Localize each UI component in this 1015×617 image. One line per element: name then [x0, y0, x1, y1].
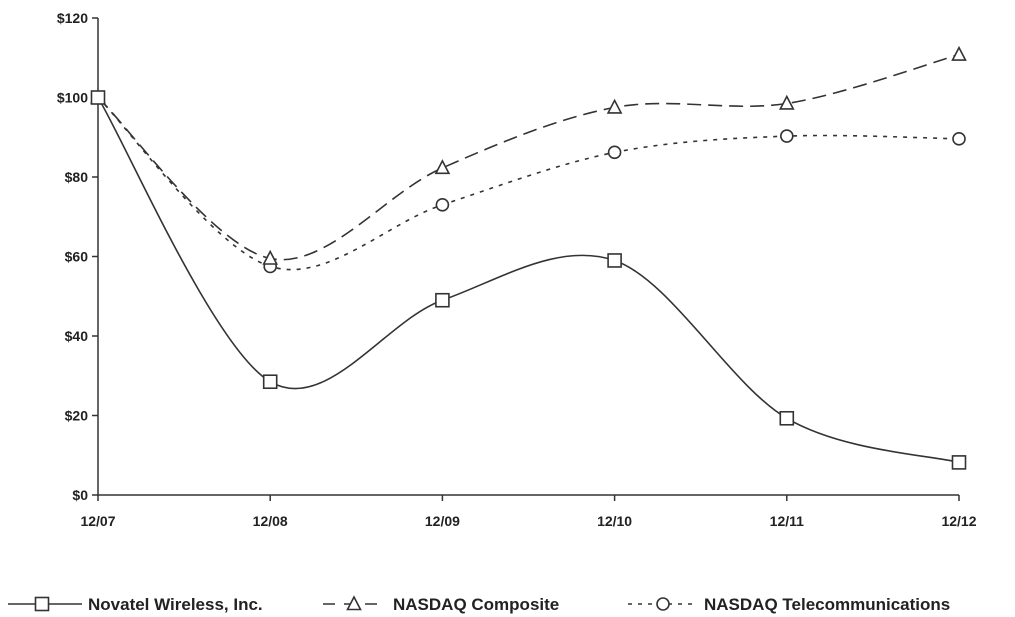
x-tick-label: 12/10	[597, 513, 632, 529]
data-point-square	[262, 374, 278, 390]
legend-marker-square	[34, 596, 50, 612]
y-tick-label: $20	[65, 408, 89, 424]
legend-marker-circle	[656, 597, 670, 611]
data-point-square	[435, 292, 450, 308]
data-point-triangle	[606, 98, 623, 114]
legend-label: Novatel Wireless, Inc.	[88, 595, 263, 614]
data-point-square	[951, 455, 967, 470]
series-line-square	[97, 97, 960, 464]
y-axis-ticks: $0 $20 $40 $60 $80 $100 $120	[57, 10, 98, 503]
x-tick-label: 12/12	[941, 513, 976, 529]
y-tick-label: $60	[65, 249, 89, 265]
x-tick-label: 12/09	[425, 513, 460, 529]
data-point-square	[607, 253, 622, 268]
y-tick-label: $0	[72, 487, 88, 503]
data-point-triangle	[434, 159, 451, 175]
y-tick-label: $80	[65, 169, 89, 185]
legend-label: NASDAQ Composite	[393, 595, 559, 614]
y-tick-label: $100	[57, 90, 88, 106]
legend-label: NASDAQ Telecommunications	[704, 595, 950, 614]
x-tick-label: 12/07	[80, 513, 115, 529]
legend: Novatel Wireless, Inc. NASDAQ Composite NA…	[8, 595, 950, 614]
legend-item: Novatel Wireless, Inc.	[8, 595, 263, 614]
data-point-square	[779, 410, 795, 426]
series-lines	[97, 53, 960, 464]
y-tick-label: $40	[65, 328, 89, 344]
series-line-circle	[97, 96, 960, 271]
legend-item: NASDAQ Telecommunications	[628, 595, 950, 614]
data-point-circle	[779, 129, 794, 143]
y-tick-label: $120	[57, 10, 88, 26]
data-point-triangle	[951, 45, 967, 61]
series-line-triangle	[97, 53, 960, 261]
x-tick-label: 12/08	[253, 513, 288, 529]
data-point-circle	[607, 145, 622, 160]
legend-item: NASDAQ Composite	[323, 595, 559, 614]
series-markers	[90, 45, 967, 470]
data-point-triangle	[778, 94, 795, 110]
data-point-square	[90, 90, 106, 105]
legend-marker-triangle	[346, 595, 362, 611]
data-point-circle	[435, 198, 450, 212]
data-point-circle	[952, 132, 966, 146]
data-point-triangle	[262, 249, 279, 265]
x-axis-ticks: 12/07 12/08 12/09 12/10 12/11 12/12	[80, 495, 977, 529]
x-tick-label: 12/11	[770, 513, 804, 529]
